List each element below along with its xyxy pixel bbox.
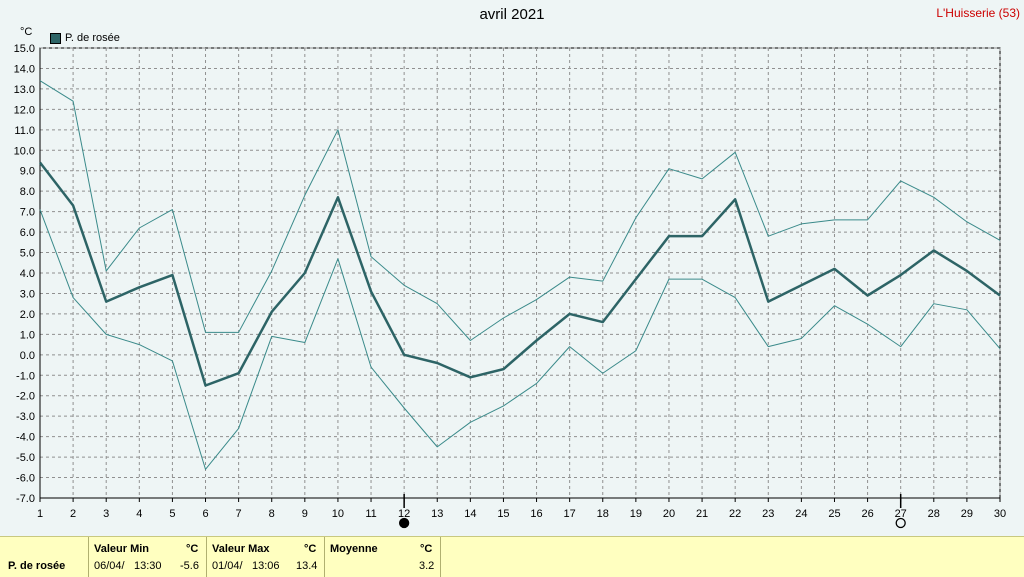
y-tick-label: -4.0	[16, 432, 35, 444]
x-tick-label: 13	[431, 508, 443, 520]
x-tick-label: 1	[37, 508, 43, 520]
min-date: 06/04/	[94, 560, 125, 572]
x-tick-label: 23	[762, 508, 774, 520]
moon-full-icon	[895, 517, 906, 529]
footer-label-cell: P. de rosée	[0, 537, 89, 577]
mean-unit: °C	[420, 543, 433, 555]
mean-header: Moyenne	[330, 543, 378, 555]
legend: P. de rosée	[50, 32, 120, 44]
mean-value: 3.2	[419, 560, 435, 572]
y-tick-label: -2.0	[16, 391, 35, 403]
x-tick-label: 29	[961, 508, 973, 520]
y-tick-label: 9.0	[20, 166, 35, 178]
y-tick-label: 1.0	[20, 329, 35, 341]
series-line-min	[39, 209, 1001, 470]
min-unit: °C	[186, 543, 199, 555]
x-tick-label: 4	[136, 508, 142, 520]
y-tick-label: 10.0	[14, 145, 35, 157]
x-tick-label: 2	[70, 508, 76, 520]
x-tick-label: 12	[398, 508, 410, 520]
min-time: 13:30	[134, 560, 162, 572]
max-date: 01/04/	[212, 560, 243, 572]
x-tick-label: 7	[236, 508, 242, 520]
min-header: Valeur Min	[94, 543, 150, 555]
y-tick-label: -1.0	[16, 370, 35, 382]
y-tick-label: 0.0	[20, 350, 35, 362]
max-unit: °C	[304, 543, 317, 555]
station-name: L'Huisserie (53)	[936, 6, 1020, 20]
max-value: 13.4	[296, 560, 318, 572]
y-tick-label: 13.0	[14, 84, 35, 96]
chart-title: avril 2021	[479, 6, 545, 23]
series-line-mean	[39, 161, 1001, 387]
y-tick-label: 14.0	[14, 63, 35, 75]
x-tick-label: 8	[269, 508, 275, 520]
x-tick-label: 24	[795, 508, 807, 520]
x-tick-label: 17	[564, 508, 576, 520]
x-tick-label: 15	[497, 508, 509, 520]
x-tick-label: 5	[169, 508, 175, 520]
x-tick-label: 9	[302, 508, 308, 520]
y-axis-unit: °C	[20, 26, 33, 38]
x-tick-label: 10	[332, 508, 344, 520]
y-tick-label: 2.0	[20, 309, 35, 321]
dewpoint-chart: 15.014.013.012.011.010.09.08.07.06.05.04…	[14, 43, 1006, 529]
x-tick-label: 21	[696, 508, 708, 520]
x-tick-label: 30	[994, 508, 1006, 520]
x-tick-label: 6	[202, 508, 208, 520]
x-tick-label: 26	[861, 508, 873, 520]
x-tick-label: 19	[630, 508, 642, 520]
legend-label: P. de rosée	[65, 32, 120, 44]
x-tick-label: 11	[365, 508, 376, 520]
y-tick-label: 11.0	[14, 125, 35, 137]
footer-min-cell: Valeur Min °C 06/04/ 13:30 -5.6	[88, 537, 207, 577]
y-tick-label: 12.0	[14, 104, 35, 116]
series-line-max	[39, 80, 1001, 341]
x-tick-label: 28	[928, 508, 940, 520]
y-tick-label: 4.0	[20, 268, 35, 280]
x-tick-label: 16	[530, 508, 542, 520]
x-tick-label: 14	[464, 508, 476, 520]
y-tick-label: 5.0	[20, 248, 35, 260]
footer-row-label: P. de rosée	[8, 560, 66, 572]
min-value: -5.6	[180, 560, 199, 572]
x-tick-label: 20	[663, 508, 675, 520]
moon-new-icon	[398, 517, 410, 529]
x-tick-label: 18	[597, 508, 609, 520]
y-tick-label: -3.0	[16, 411, 35, 423]
max-header: Valeur Max	[212, 543, 270, 555]
footer-max-cell: Valeur Max °C 01/04/ 13:06 13.4	[206, 537, 325, 577]
x-tick-label: 3	[103, 508, 109, 520]
x-tick-label: 27	[895, 508, 907, 520]
x-tick-label: 25	[828, 508, 840, 520]
y-tick-label: 15.0	[14, 43, 35, 55]
max-time: 13:06	[252, 560, 280, 572]
y-tick-label: 6.0	[20, 227, 35, 239]
legend-swatch	[50, 32, 61, 44]
y-tick-label: 8.0	[20, 186, 35, 198]
stats-footer: P. de rosée Valeur Min °C 06/04/ 13:30 -…	[0, 536, 1024, 577]
y-tick-label: 7.0	[20, 207, 35, 219]
y-tick-label: 3.0	[20, 288, 35, 300]
footer-mean-cell: Moyenne °C 3.2	[324, 537, 441, 577]
y-tick-label: -7.0	[16, 493, 35, 505]
y-tick-label: -5.0	[16, 452, 35, 464]
y-tick-label: -6.0	[16, 473, 35, 485]
x-tick-label: 22	[729, 508, 741, 520]
